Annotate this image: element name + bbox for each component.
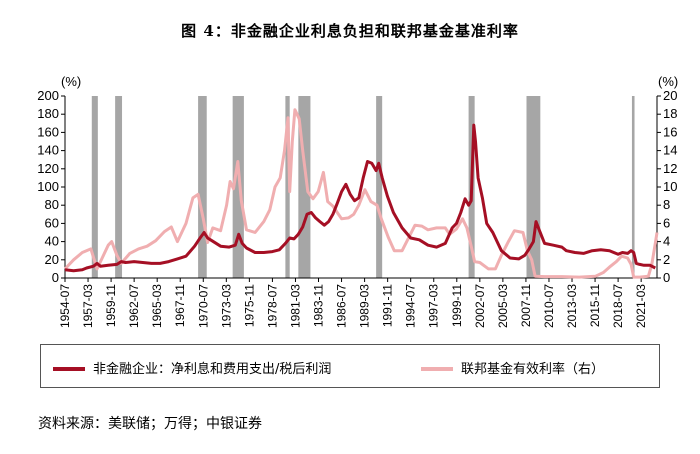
legend-label-fed-funds: 联邦基金有效利率（右） (461, 362, 605, 377)
x-tick-label: 1957-03 (81, 284, 95, 328)
right-tick-label: 18 (663, 106, 677, 121)
x-tick-label: 2002-07 (473, 284, 487, 328)
left-tick-label: 60 (45, 215, 59, 230)
left-axis-unit: (%) (61, 74, 81, 89)
legend: 非金融企业：净利息和费用支出/税后利润 联邦基金有效利率（右） (40, 344, 660, 388)
recession-band (631, 96, 635, 278)
recession-band (198, 96, 207, 278)
series-line-fed-funds (63, 108, 659, 279)
right-tick-label: 0 (663, 270, 670, 285)
x-tick-label: 2013-03 (565, 284, 579, 328)
x-tick-label: 2015-11 (588, 284, 602, 327)
recession-band (526, 96, 541, 278)
x-tick-label: 1989-03 (358, 284, 372, 328)
right-axis-unit: (%) (658, 74, 678, 89)
right-tick-label: 16 (663, 124, 677, 139)
left-tick-label: 120 (37, 161, 59, 176)
x-tick-label: 1986-07 (335, 284, 349, 328)
series-line-interest-burden (64, 123, 656, 273)
right-tick-label: 4 (663, 234, 670, 249)
x-tick-label: 1981-03 (288, 284, 302, 328)
x-tick-label: 2018-07 (611, 284, 625, 328)
x-tick-label: 2005-03 (496, 284, 510, 328)
x-tick-label: 1978-07 (265, 284, 279, 328)
x-tick-label: 1983-11 (312, 284, 326, 327)
x-tick-label: 1965-03 (150, 284, 164, 328)
chart-title: 图 4：非金融企业利息负担和联邦基金基准利率 (181, 22, 519, 40)
recession-band (115, 96, 123, 278)
left-tick-label: 20 (45, 252, 59, 267)
x-tick-label: 1975-11 (242, 284, 256, 327)
right-tick-label: 20 (663, 88, 677, 103)
left-tick-label: 200 (37, 88, 59, 103)
x-tick-label: 1999-11 (450, 284, 464, 327)
legend-swatch-interest-burden (53, 367, 85, 371)
x-tick-label: 1970-07 (196, 284, 210, 328)
recession-band (376, 96, 383, 278)
right-tick-label: 12 (663, 161, 677, 176)
left-tick-label: 100 (37, 179, 59, 194)
left-tick-label: 180 (37, 106, 59, 121)
source-note: 资料来源：美联储；万得；中银证券 (38, 416, 262, 432)
legend-label-interest-burden: 非金融企业：净利息和费用支出/税后利润 (93, 362, 332, 377)
left-tick-label: 0 (52, 270, 59, 285)
legend-swatch-fed-funds (421, 367, 453, 371)
x-tick-label: 1954-07 (58, 284, 72, 328)
left-tick-label: 40 (45, 234, 59, 249)
tick-labels: 0 20 40 60 80 100 120 140 160 180 200 0 2 4 6 8 10 12 14 16… (37, 88, 677, 328)
right-tick-label: 10 (663, 179, 677, 194)
x-tick-label: 1991-11 (381, 284, 395, 327)
recession-band (91, 96, 98, 278)
x-tick-label: 1973-03 (219, 284, 233, 328)
x-tick-label: 2007-11 (519, 284, 533, 327)
x-tick-label: 1997-03 (427, 284, 441, 328)
right-tick-label: 14 (663, 143, 677, 158)
x-tick-label: 2021-03 (634, 284, 648, 328)
recession-bands (91, 96, 635, 278)
series-lines (63, 108, 659, 279)
recession-band (232, 96, 244, 278)
right-tick-label: 2 (663, 252, 670, 267)
x-tick-label: 1959-11 (104, 284, 118, 327)
left-tick-label: 140 (37, 143, 59, 158)
x-tick-label: 1994-07 (404, 284, 418, 328)
recession-band (285, 96, 290, 278)
right-tick-label: 6 (663, 215, 670, 230)
x-tick-label: 2010-07 (542, 284, 556, 328)
right-tick-label: 8 (663, 197, 670, 212)
x-tick-label: 1962-07 (127, 284, 141, 328)
x-tick-label: 1967-11 (173, 284, 187, 327)
left-tick-label: 80 (45, 197, 59, 212)
left-tick-label: 160 (37, 124, 59, 139)
